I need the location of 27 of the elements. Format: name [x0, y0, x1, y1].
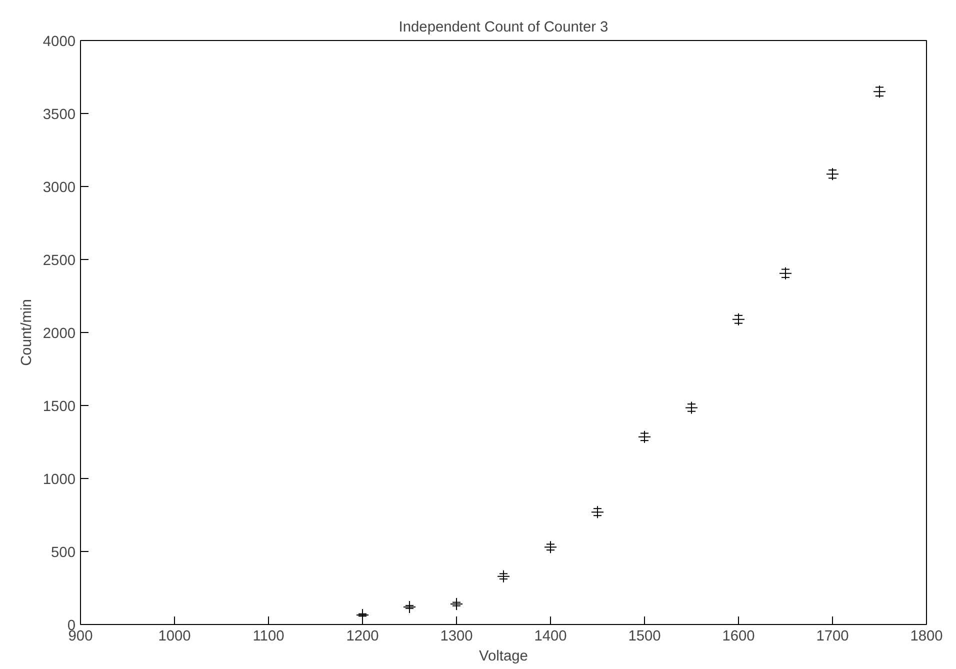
point — [638, 430, 651, 444]
y-tick-label: 1500 — [42, 399, 76, 415]
x-tick-label: 1100 — [252, 628, 284, 644]
x-tick-label: 1300 — [440, 628, 473, 644]
point — [591, 506, 604, 519]
y-axis-title: Count/min — [18, 299, 35, 366]
y-tick-label: 2000 — [42, 326, 76, 342]
x-tick-label: 1500 — [628, 628, 661, 644]
y-tick-label: 3000 — [42, 180, 76, 196]
y-tick-label: 1000 — [42, 472, 76, 488]
point — [685, 401, 698, 414]
point — [497, 570, 510, 583]
point — [544, 540, 557, 554]
x-tick-label: 1200 — [346, 628, 379, 644]
x-axis-title: Voltage — [479, 648, 528, 664]
y-tick-label: 3500 — [42, 107, 76, 123]
x-tick-label: 1400 — [534, 628, 567, 644]
chart-title: Independent Count of Counter 3 — [398, 20, 608, 36]
y-tick-label: 2500 — [42, 253, 76, 269]
point — [450, 598, 463, 611]
x-tick-label: 1800 — [910, 628, 943, 644]
x-tick-label: 1000 — [158, 628, 191, 644]
point — [403, 600, 416, 614]
y-tick-label: 4000 — [42, 34, 76, 50]
x-tick-label: 1700 — [816, 628, 849, 644]
x-tick-label: 1600 — [722, 628, 755, 644]
y-tick-label: 500 — [51, 545, 76, 561]
